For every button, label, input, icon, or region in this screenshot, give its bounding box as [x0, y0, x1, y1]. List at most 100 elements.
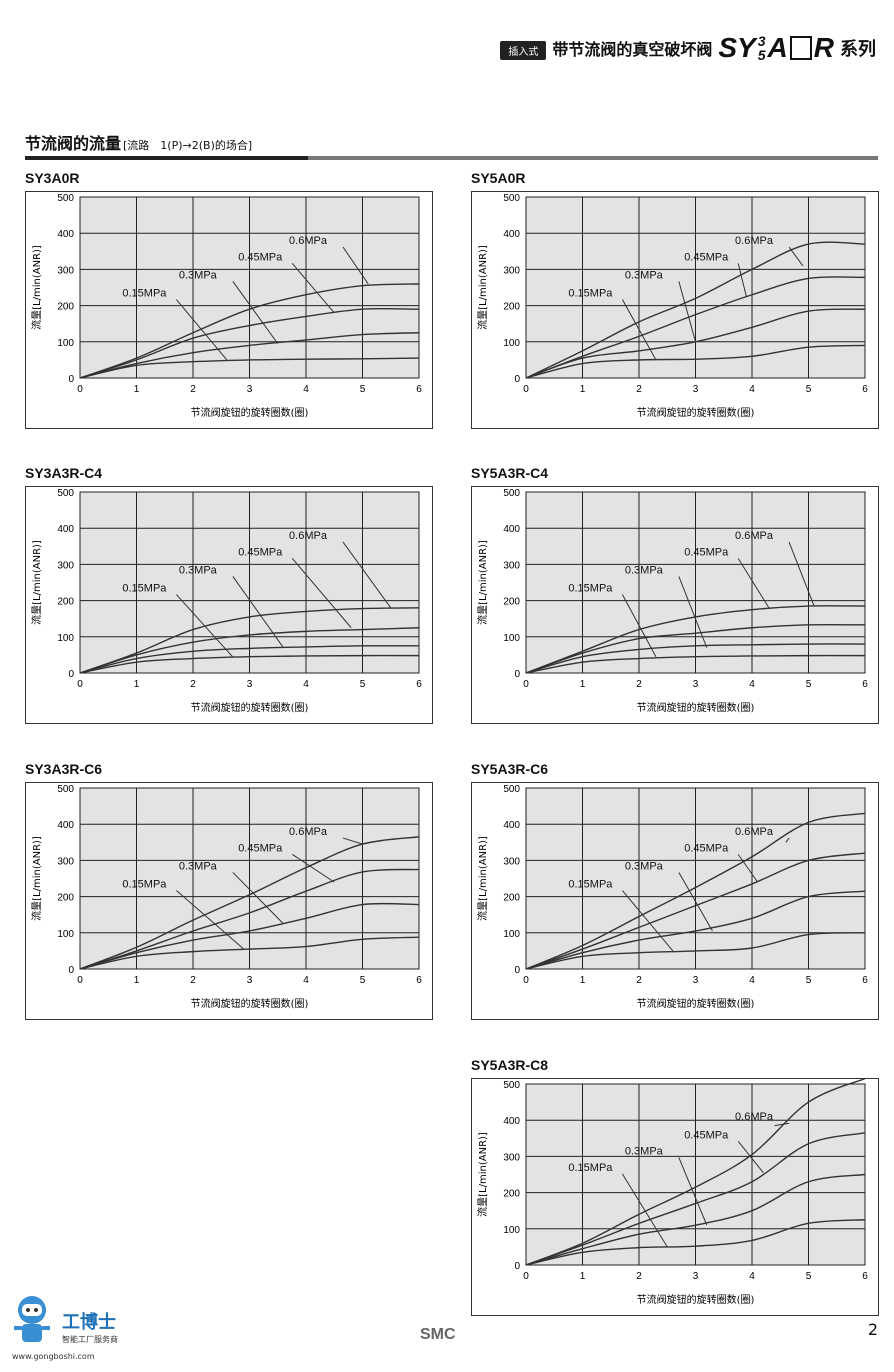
x-tick-label: 2: [190, 384, 196, 395]
y-tick-label: 200: [503, 597, 520, 608]
x-tick-label: 3: [693, 975, 699, 986]
x-tick-label: 6: [862, 975, 868, 986]
logo-name: 工博士: [62, 1312, 116, 1333]
series-line-0.15MPa: [79, 936, 420, 970]
section-heading: 节流阀的流量 [流路 1(P)→2(B)的场合]: [25, 130, 878, 160]
header-title: 带节流阀的真空破坏阀: [552, 40, 713, 59]
leader-line: [176, 594, 233, 658]
x-tick-label: 4: [749, 975, 755, 986]
series-line-0.45MPa: [79, 868, 420, 970]
x-tick-label: 4: [303, 679, 309, 690]
leader-line: [737, 263, 747, 297]
x-tick-label: 0: [77, 384, 83, 395]
x-axis-label: 节流阀旋钮的旋转圈数(圈): [191, 701, 309, 714]
y-axis-label: 流量[L/min(ANR)]: [30, 540, 43, 625]
x-tick-label: 0: [523, 679, 529, 690]
y-tick-label: 400: [503, 524, 520, 535]
y-tick-label: 300: [57, 856, 74, 867]
x-tick-label: 0: [77, 679, 83, 690]
series-label: 0.3MPa: [179, 860, 218, 872]
y-tick-label: 200: [57, 597, 74, 608]
x-tick-label: 4: [303, 384, 309, 395]
y-tick-label: 300: [503, 560, 520, 571]
series-line-0.3MPa: [525, 1173, 866, 1266]
chart-sy3a0r: 0 1 2 3 4 5 6 0 100 200 300 400 500 节流阀旋钮的旋转圈数(圈) 流量[L…: [25, 191, 433, 429]
section-subtitle: [流路 1(P)→2(B)的场合]: [123, 139, 253, 152]
leader-line: [785, 837, 790, 843]
x-tick-label: 3: [693, 679, 699, 690]
x-tick-label: 2: [636, 975, 642, 986]
series-label: 0.15MPa: [568, 1162, 613, 1174]
x-tick-label: 1: [134, 679, 140, 690]
chart-svg: 0 1 2 3 4 5 6 0 100 200 300 400 500 节流阀旋钮的旋转圈数(圈) 流量[L…: [25, 191, 433, 429]
y-tick-label: 400: [503, 820, 520, 831]
y-tick-label: 200: [57, 302, 74, 313]
chart-title: SY3A0R: [25, 170, 80, 186]
chart-svg: 0 1 2 3 4 5 6 0 100 200 300 400 500 节流阀旋钮的旋转圈数(圈) 流量[L…: [25, 486, 433, 724]
y-tick-label: 500: [503, 193, 520, 204]
series-suffix: 系列: [840, 39, 876, 59]
leader-line: [175, 299, 228, 361]
series-label: 0.3MPa: [625, 1146, 664, 1158]
x-tick-label: 1: [580, 679, 586, 690]
series-line-0.3MPa: [79, 902, 420, 970]
y-tick-label: 400: [503, 1116, 520, 1127]
series-line-0.45MPa: [79, 307, 420, 379]
series-line-0.15MPa: [79, 357, 420, 379]
logo-slogan: 智能工厂服务商: [62, 1335, 118, 1344]
x-tick-label: 2: [636, 1271, 642, 1282]
series-label: 0.15MPa: [122, 879, 167, 891]
y-tick-label: 100: [503, 1225, 520, 1236]
y-axis-label: 流量[L/min(ANR)]: [476, 836, 489, 921]
x-tick-label: 1: [580, 384, 586, 395]
x-tick-label: 1: [580, 975, 586, 986]
y-tick-label: 400: [57, 229, 74, 240]
y-tick-label: 100: [503, 929, 520, 940]
logo-url: www.gongboshi.com: [12, 1352, 95, 1361]
x-tick-label: 2: [190, 679, 196, 690]
x-axis-label: 节流阀旋钮的旋转圈数(圈): [637, 1293, 755, 1306]
series-line-0.6MPa: [79, 283, 420, 379]
x-tick-label: 3: [693, 384, 699, 395]
chart-title: SY3A3R-C4: [25, 465, 103, 481]
chart-sy5a3r-c4: 0 1 2 3 4 5 6 0 100 200 300 400 500 节流阀旋钮的旋转圈数(圈) 流量[L…: [471, 486, 879, 724]
x-tick-label: 6: [862, 679, 868, 690]
y-tick-label: 100: [503, 633, 520, 644]
series-line-0.3MPa: [79, 645, 420, 674]
y-tick-label: 400: [57, 820, 74, 831]
series-label: 0.3MPa: [179, 269, 218, 281]
y-tick-label: 0: [514, 1261, 520, 1272]
y-axis-label: 流量[L/min(ANR)]: [476, 1132, 489, 1217]
y-tick-label: 300: [503, 1152, 520, 1163]
x-tick-label: 6: [416, 679, 422, 690]
x-tick-label: 0: [77, 975, 83, 986]
y-tick-label: 500: [503, 784, 520, 795]
series-line-0.6MPa: [525, 1078, 866, 1266]
leader-line: [291, 853, 335, 883]
y-tick-label: 200: [503, 893, 520, 904]
x-tick-label: 4: [749, 384, 755, 395]
series-line-0.45MPa: [525, 1132, 866, 1266]
chart-svg: 0 1 2 3 4 5 6 0 100 200 300 400 500 节流阀旋钮的旋转圈数(圈) 流量[L…: [471, 486, 879, 724]
x-tick-label: 1: [134, 384, 140, 395]
series-label: 0.6MPa: [289, 235, 328, 247]
leader-line: [621, 1173, 668, 1248]
series-prefix: SY: [718, 32, 756, 63]
x-tick-label: 4: [303, 975, 309, 986]
leader-line: [678, 281, 696, 342]
y-tick-label: 500: [503, 488, 520, 499]
y-tick-label: 0: [68, 965, 74, 976]
series-label: 0.15MPa: [122, 583, 167, 595]
chart-svg: 0 1 2 3 4 5 6 0 100 200 300 400 500 节流阀旋钮的旋转圈数(圈) 流量[L…: [471, 1078, 879, 1316]
series-line-0.15MPa: [525, 932, 866, 970]
y-axis-label: 流量[L/min(ANR)]: [30, 245, 43, 330]
x-tick-label: 3: [247, 384, 253, 395]
chart-sy5a3r-c8: 0 1 2 3 4 5 6 0 100 200 300 400 500 节流阀旋钮的旋转圈数(圈) 流量[L…: [471, 1078, 879, 1316]
series-line-0.45MPa: [525, 852, 866, 970]
leader-line: [342, 541, 392, 609]
series-line-0.15MPa: [525, 344, 866, 379]
leader-line: [621, 890, 674, 952]
y-axis-label: 流量[L/min(ANR)]: [476, 540, 489, 625]
series-r: R: [813, 32, 834, 63]
x-tick-label: 1: [580, 1271, 586, 1282]
